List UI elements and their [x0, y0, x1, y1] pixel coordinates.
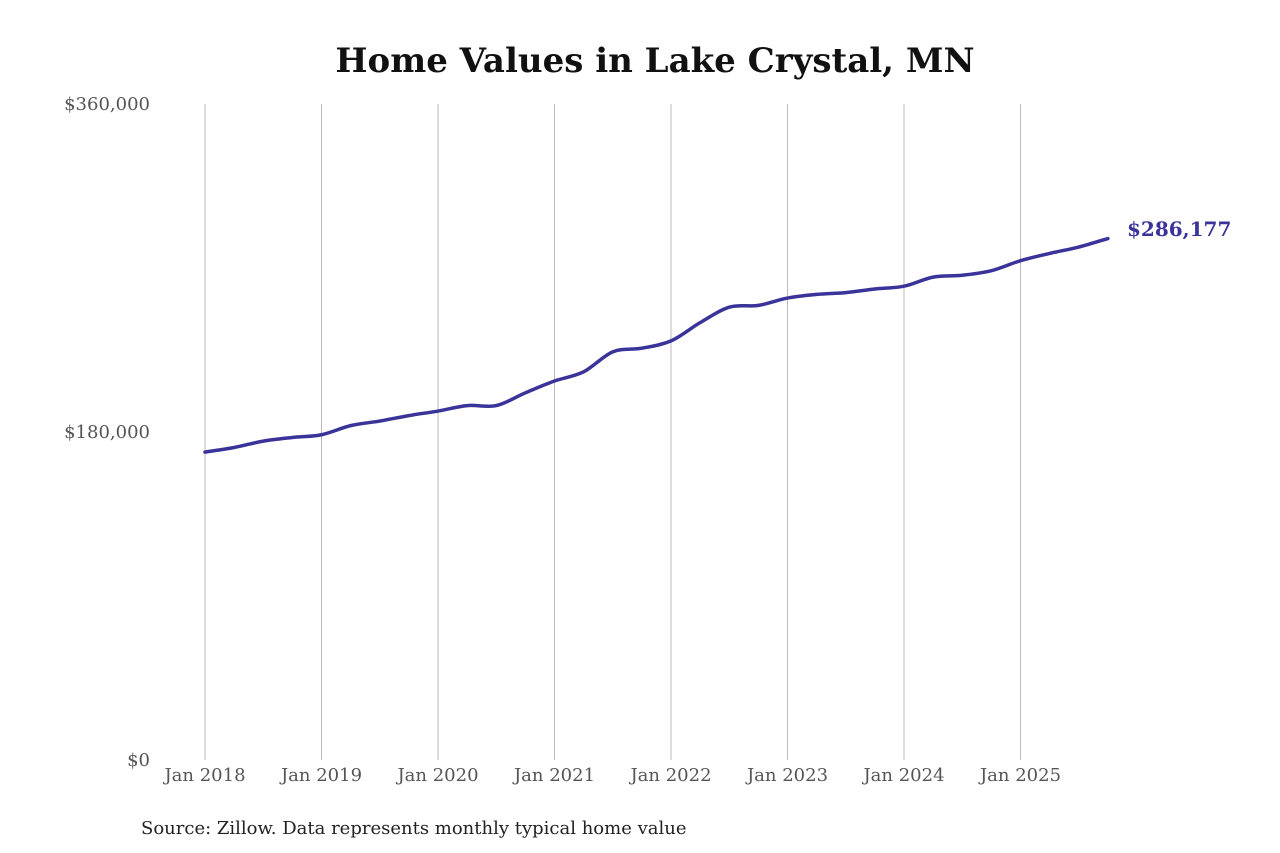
- x-tick-label: Jan 2018: [162, 765, 245, 786]
- x-tick-label: Jan 2020: [395, 765, 478, 786]
- x-axis-ticks: Jan 2018 Jan 2019 Jan 2020 Jan 2021 Jan 2022…: [162, 765, 1061, 786]
- gridlines: [204, 104, 1021, 760]
- x-tick-label: Jan 2021: [512, 765, 595, 786]
- x-tick-label: Jan 2023: [745, 765, 828, 786]
- home-value-line: [203, 236, 1110, 454]
- source-note: Source: Zillow. Data represents monthly …: [141, 818, 687, 839]
- x-tick-label: Jan 2024: [861, 765, 944, 786]
- y-tick-label: $180,000: [64, 422, 150, 443]
- x-tick-label: Jan 2022: [628, 765, 711, 786]
- y-axis-ticks: $0 $180,000 $360,000: [64, 94, 150, 771]
- chart-title: Home Values in Lake Crystal, MN: [335, 41, 974, 81]
- x-tick-label: Jan 2019: [279, 765, 362, 786]
- y-tick-label: $360,000: [64, 94, 150, 115]
- end-value-label: $286,177: [1127, 217, 1231, 241]
- x-tick-label: Jan 2025: [978, 765, 1061, 786]
- y-tick-label: $0: [127, 750, 150, 771]
